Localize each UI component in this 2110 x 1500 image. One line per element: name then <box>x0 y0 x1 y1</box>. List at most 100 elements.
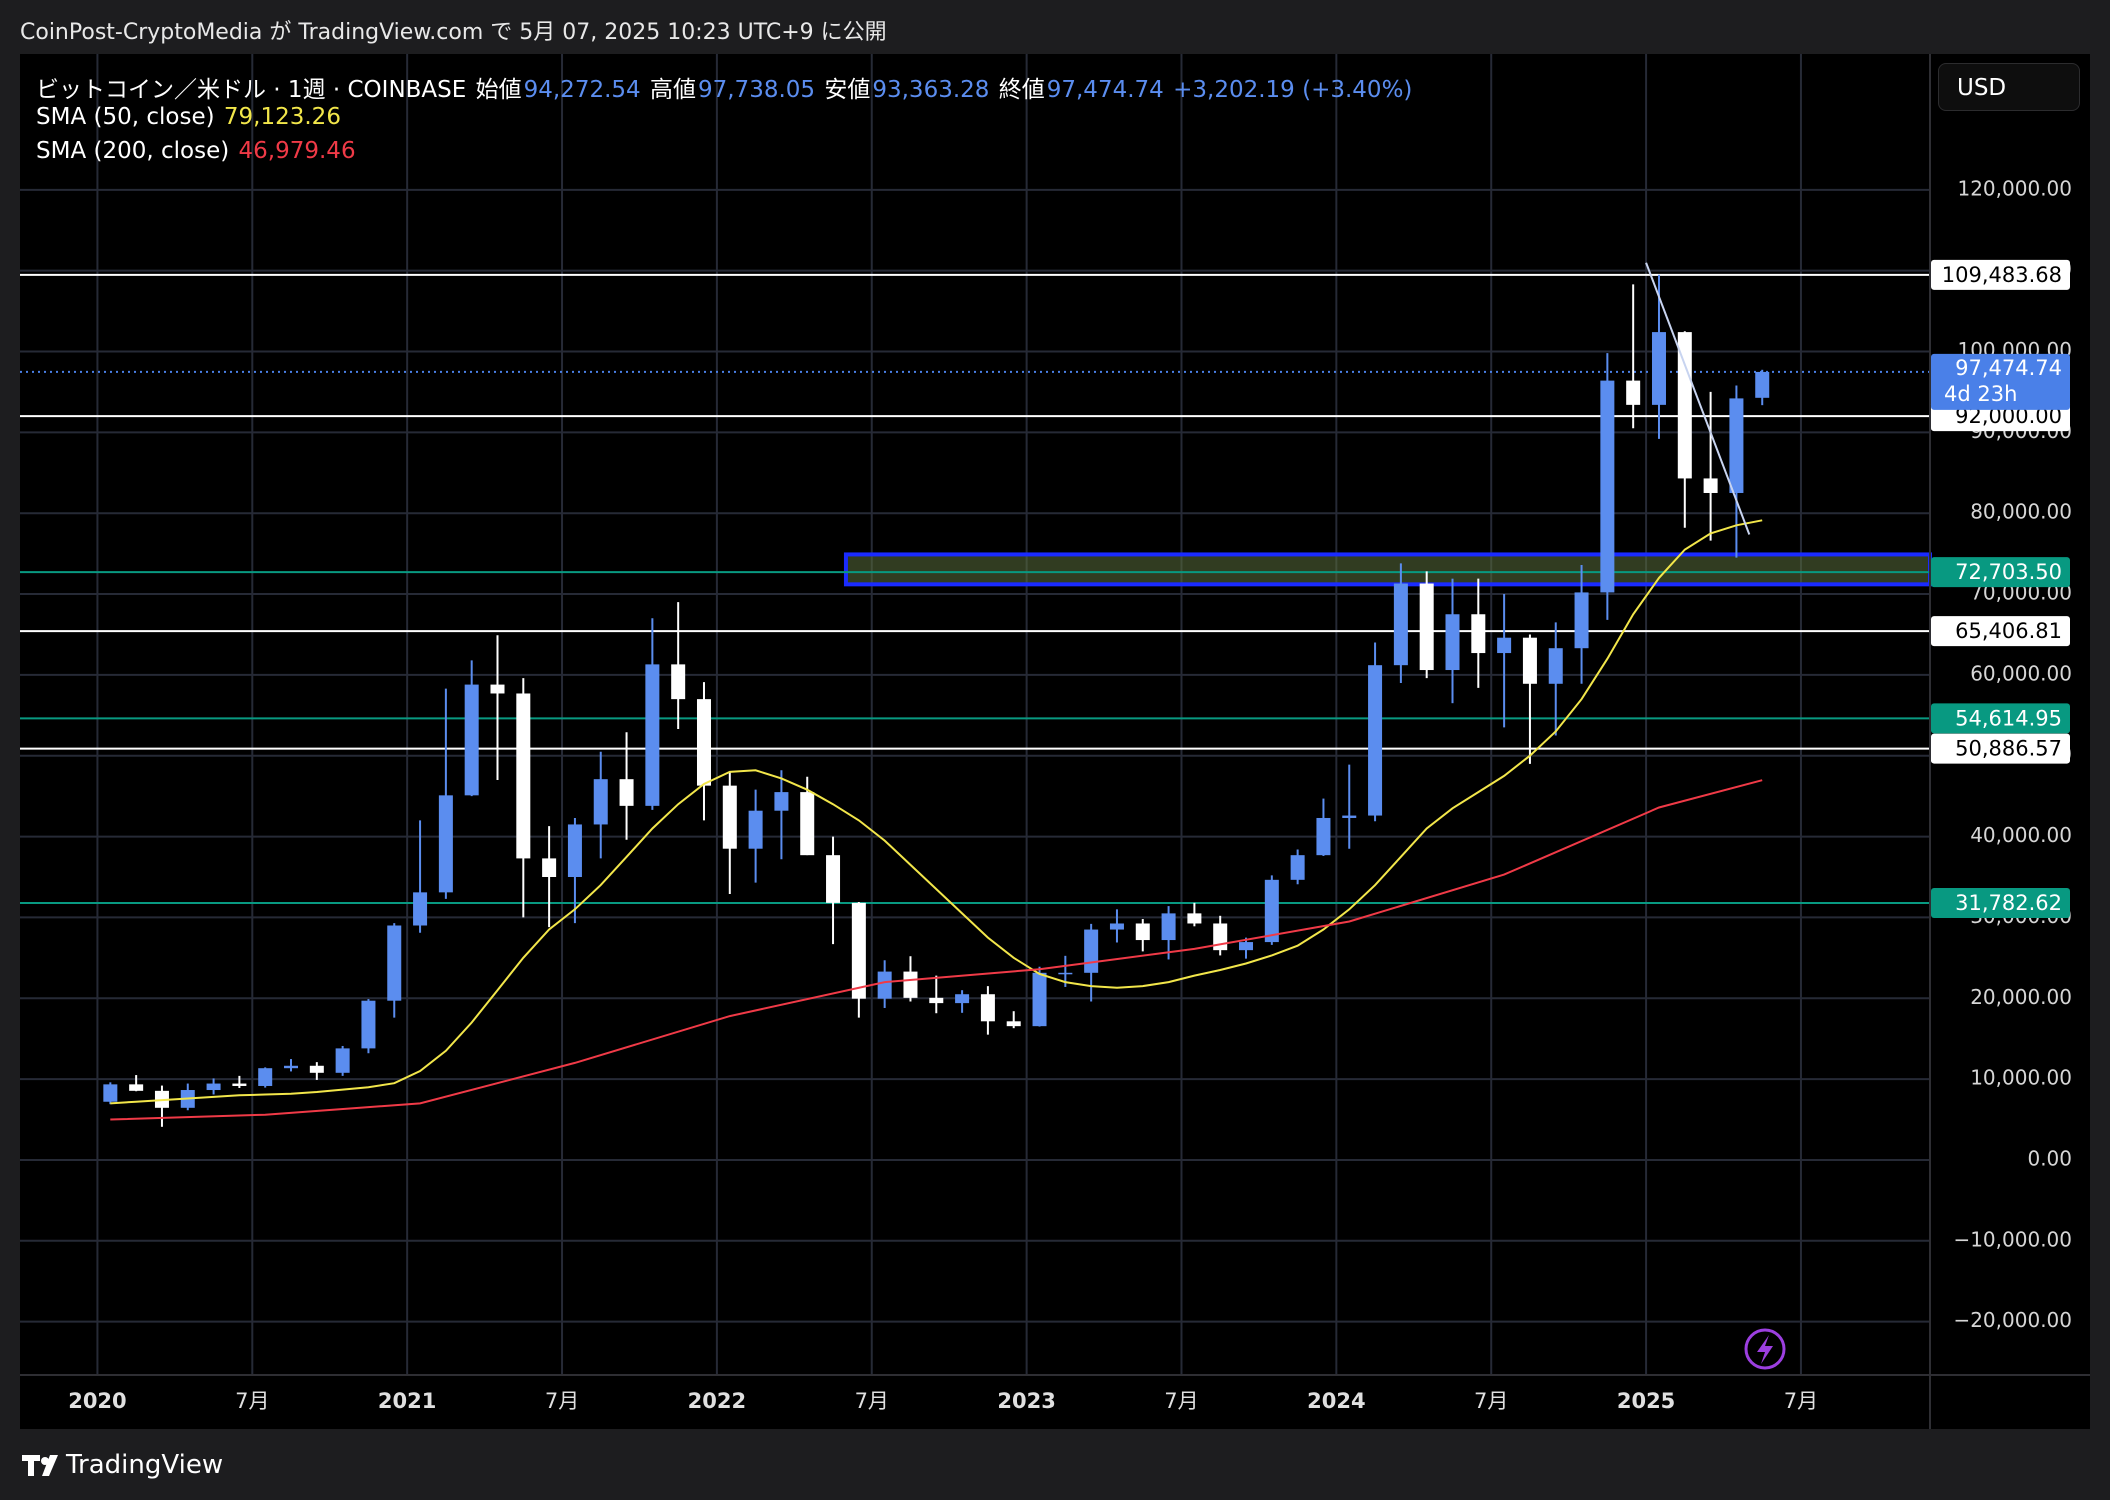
alert-icon[interactable] <box>1744 1328 1786 1370</box>
candle-body <box>258 1068 273 1086</box>
candle-body <box>387 925 402 1001</box>
candle-body <box>1084 929 1099 973</box>
ohlc-value: 97,738.05 <box>697 77 816 103</box>
candle-body <box>1600 380 1615 593</box>
candle-body <box>671 664 686 700</box>
level-badge <box>1931 557 2070 588</box>
sma-value: 79,123.26 <box>223 104 341 130</box>
candle-body <box>1316 817 1331 856</box>
candle-body <box>516 693 531 859</box>
sma-line <box>110 779 1763 1121</box>
candle-body <box>1755 371 1770 398</box>
candle-body <box>1703 478 1718 493</box>
candle-body <box>335 1048 350 1073</box>
candle-body <box>1651 332 1666 405</box>
candle-body <box>1522 637 1537 684</box>
currency-button[interactable]: USD <box>1938 63 2080 111</box>
y-tick-label: 40,000.00 <box>1970 823 2072 847</box>
candle-body <box>748 810 763 849</box>
candle-body <box>206 1083 221 1091</box>
y-tick-label: 0.00 <box>2027 1146 2072 1170</box>
candle-body <box>1393 583 1408 666</box>
candle-body <box>1677 332 1692 479</box>
candle-body <box>1471 614 1486 654</box>
level-badge <box>1931 733 2070 764</box>
ohlc-value: 97,474.74 <box>1046 77 1164 103</box>
y-tick-label: −10,000.00 <box>1953 1227 2072 1251</box>
level-badge <box>1931 616 2070 647</box>
candle-body <box>103 1084 118 1102</box>
candle-body <box>1135 923 1150 941</box>
level-badge <box>1931 703 2070 734</box>
x-tick-label: 2021 <box>378 1389 436 1413</box>
y-tick-label: 80,000.00 <box>1970 500 2072 524</box>
candle-body <box>567 824 582 877</box>
candle-body <box>1032 972 1047 1027</box>
candle-body <box>1109 923 1124 930</box>
sma-name: SMA (50, close) <box>36 104 215 130</box>
candle-body <box>774 792 789 811</box>
x-tick-label: 7月 <box>855 1389 889 1413</box>
ohlc-name: 安値 <box>824 77 871 103</box>
candle-body <box>1729 398 1744 493</box>
axes: −20,000.00 −10,000.00 0.00 10,000.00 20,000.… <box>68 176 2072 1413</box>
y-tick-label: 60,000.00 <box>1970 661 2072 685</box>
candle-body <box>438 795 453 893</box>
y-tick-label: 120,000.00 <box>1957 176 2072 200</box>
level-label: 109,483.68 <box>1942 263 2062 287</box>
level-label: 31,782.62 <box>1955 891 2062 915</box>
candle-body <box>851 902 866 999</box>
level-label: 65,406.81 <box>1955 619 2062 643</box>
candle-body <box>1548 648 1563 684</box>
y-tick-label: 10,000.00 <box>1970 1066 2072 1090</box>
grid <box>20 54 1932 1375</box>
x-tick-label: 2025 <box>1617 1389 1675 1413</box>
x-tick-label: 2023 <box>997 1389 1055 1413</box>
x-tick-label: 7月 <box>1784 1389 1818 1413</box>
sma-legend: SMA (50, close) 79,123.26 <box>36 104 343 130</box>
candle-body <box>1342 815 1357 818</box>
candle-body <box>955 994 970 1004</box>
candle-body <box>490 684 505 694</box>
candle-body <box>232 1083 247 1086</box>
candle-body <box>413 892 428 926</box>
ohlc-name: 終値 <box>998 77 1045 103</box>
level-badge <box>1931 259 2070 290</box>
candle-body <box>593 779 608 825</box>
countdown-label: 4d 23h <box>1944 382 2017 406</box>
level-label: 54,614.95 <box>1955 706 2062 730</box>
candle-body <box>361 1000 376 1049</box>
candle-body <box>1058 972 1073 975</box>
sma-legend: SMA (200, close) 46,979.46 <box>36 138 358 164</box>
publisher-line: CoinPost-CryptoMedia が TradingView.com で… <box>20 20 887 45</box>
symbol: ビットコイン／米ドル · 1週 · COINBASE <box>36 77 467 103</box>
candle-body <box>1574 592 1589 649</box>
candle-body <box>1497 637 1512 654</box>
candle-body <box>877 971 892 999</box>
change: +3,202.19 (+3.40%) <box>1173 77 1413 103</box>
brand: TradingView <box>66 1450 224 1480</box>
level-badge <box>1931 888 2070 919</box>
sma-line <box>110 519 1763 1105</box>
candle-body <box>1419 583 1434 671</box>
candle-body <box>309 1065 324 1073</box>
x-tick-label: 7月 <box>1474 1389 1508 1413</box>
candle-body <box>826 855 841 903</box>
support-zone <box>843 552 1932 587</box>
candle-body <box>696 699 711 786</box>
candle-body <box>903 971 918 998</box>
candle-body <box>129 1084 144 1091</box>
candle-body <box>800 792 815 856</box>
y-tick-label: 20,000.00 <box>1970 985 2072 1009</box>
x-tick-label: 7月 <box>235 1389 269 1413</box>
candle-body <box>1290 855 1305 880</box>
ohlc-value: 93,363.28 <box>872 77 990 103</box>
trendline <box>1645 262 1751 535</box>
candle-body <box>464 684 479 796</box>
candle-body <box>722 785 737 849</box>
x-tick-label: 2024 <box>1307 1389 1365 1413</box>
y-tick-label: −20,000.00 <box>1953 1308 2072 1332</box>
ohlc-name: 始値 <box>475 77 522 103</box>
